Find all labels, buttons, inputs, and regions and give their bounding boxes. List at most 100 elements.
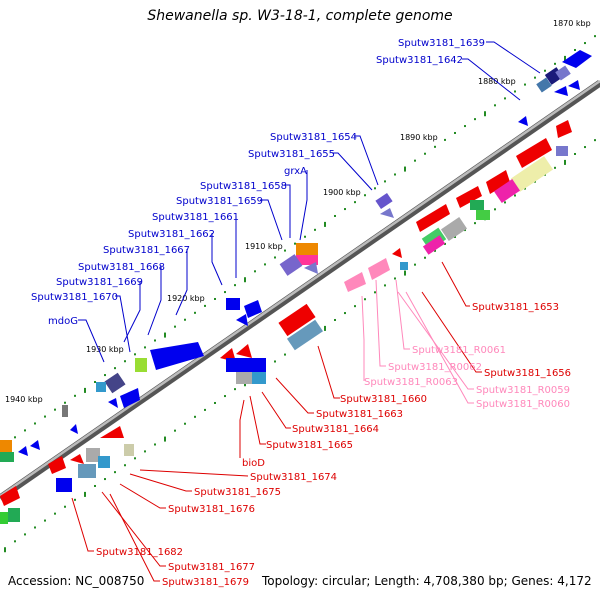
gene-arrow[interactable] [380,208,394,218]
gene-box[interactable] [56,478,72,492]
gene-box[interactable] [236,372,252,384]
gene-box[interactable] [135,358,147,372]
gene-label[interactable]: Sputw3181_1642 [376,55,463,66]
gene-arrow[interactable] [0,486,20,506]
gene-arrow[interactable] [108,398,118,408]
gene-label[interactable]: Sputw3181_1654 [270,132,357,143]
gene-label[interactable]: Sputw3181_1659 [176,196,263,207]
gene-label[interactable]: Sputw3181_1676 [168,504,255,515]
gene-label[interactable]: Sputw3181_1668 [78,262,165,273]
gene-box[interactable] [286,319,324,351]
tick-mark [104,478,106,481]
gene-label[interactable]: Sputw3181_1663 [316,409,403,420]
gene-label[interactable]: Sputw3181_R0061 [412,345,506,356]
gene-label[interactable]: Sputw3181_1658 [200,181,287,192]
gene-arrow[interactable] [486,170,510,194]
tick-mark [284,249,286,252]
gene-arrow[interactable] [18,446,28,456]
gene-arrow[interactable] [568,80,580,90]
gene-box[interactable] [555,65,571,81]
gene-arrow[interactable] [244,300,262,318]
gene-box[interactable] [252,372,266,384]
gene-label[interactable]: Sputw3181_1677 [168,562,255,573]
gene-label[interactable]: Sputw3181_1653 [472,302,559,313]
gene-label[interactable]: Sputw3181_R0059 [476,385,570,396]
gene-label[interactable]: Sputw3181_R0062 [388,362,482,373]
gene-arrow[interactable] [120,388,140,408]
gene-label[interactable]: Sputw3181_1669 [56,277,143,288]
gene-box[interactable] [296,243,318,255]
gene-arrow[interactable] [48,456,66,474]
gene-arrow[interactable] [562,50,592,68]
tick-mark [134,457,136,460]
gene-arrow[interactable] [556,120,572,138]
gene-box[interactable] [226,358,266,372]
gene-label[interactable]: Sputw3181_R0060 [476,399,570,410]
tick-mark [434,249,436,252]
tick-mark [444,138,446,141]
gene-box[interactable] [422,235,446,255]
gene-box[interactable] [0,512,8,524]
gene-label[interactable]: bioD [242,458,265,469]
gene-box[interactable] [470,200,484,210]
gene-label[interactable]: Sputw3181_1670 [31,292,118,303]
gene-arrow[interactable] [150,342,204,370]
gene-label[interactable]: Sputw3181_1674 [250,472,337,483]
gene-arrow[interactable] [236,314,248,326]
rna-arrow[interactable] [368,258,390,280]
gene-box[interactable] [375,192,393,210]
tick-mark [44,519,46,522]
gene-label[interactable]: Sputw3181_1639 [398,38,485,49]
gene-box[interactable] [226,298,240,310]
gene-label[interactable]: Sputw3181_1682 [96,547,183,558]
gene-box[interactable] [124,444,134,456]
gene-label[interactable]: Sputw3181_1662 [128,229,215,240]
gene-label[interactable]: Sputw3181_1655 [248,149,335,160]
gene-box[interactable] [510,156,554,192]
gene-arrow[interactable] [100,426,124,438]
gene-label[interactable]: Sputw3181_1675 [194,487,281,498]
gene-label[interactable]: Sputw3181_1656 [484,368,571,379]
gene-label[interactable]: Sputw3181_1679 [162,577,249,588]
gene-box[interactable] [296,255,318,265]
gene-box[interactable] [0,452,14,462]
gene-arrow[interactable] [304,262,318,274]
rna-arrow[interactable] [344,272,366,292]
gene-box[interactable] [8,508,20,522]
gene-box[interactable] [96,382,106,392]
tick-mark [454,131,456,134]
tick-mark [364,194,366,197]
gene-arrow[interactable] [236,344,252,358]
gene-arrow[interactable] [554,86,568,96]
gene-box[interactable] [476,210,490,220]
gene-label[interactable]: Sputw3181_1665 [266,440,353,451]
gene-box[interactable] [78,464,96,478]
gene-label[interactable]: Sputw3181_1664 [292,424,379,435]
gene-label[interactable]: Sputw3181_1660 [340,394,427,405]
gene-label[interactable]: mdoG [48,316,78,327]
gene-arrow[interactable] [516,138,552,168]
gene-arrow[interactable] [70,424,78,434]
gene-box[interactable] [98,456,110,468]
gene-label[interactable]: Sputw3181_1661 [152,212,239,223]
gene-arrow[interactable] [456,186,482,208]
gene-arrow[interactable] [70,454,84,464]
tick-mark [534,76,536,79]
gene-arrow[interactable] [518,116,528,126]
gene-box[interactable] [278,303,316,337]
gene-arrow[interactable] [30,440,40,450]
gene-box[interactable] [556,146,568,156]
gene-box[interactable] [400,262,408,270]
gene-box[interactable] [104,372,126,394]
gene-box[interactable] [279,254,303,276]
gene-box[interactable] [536,77,552,93]
gene-box[interactable] [493,179,521,203]
gene-label[interactable]: Sputw3181_R0063 [364,377,458,388]
gene-label[interactable]: Sputw3181_1667 [103,245,190,256]
gene-arrow[interactable] [416,204,450,232]
gene-arrow[interactable] [392,248,402,258]
gene-box[interactable] [440,217,468,241]
gene-box[interactable] [62,405,68,417]
gene-label[interactable]: grxA [284,166,307,177]
gene-box[interactable] [86,448,100,462]
